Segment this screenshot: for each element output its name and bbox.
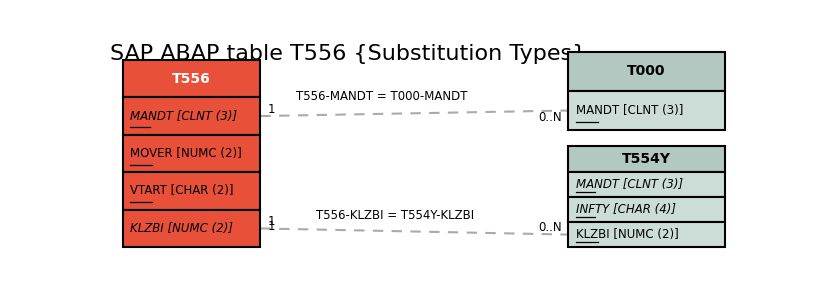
Text: T556-KLZBI = T554Y-KLZBI: T556-KLZBI = T554Y-KLZBI: [316, 209, 474, 222]
Text: 1: 1: [268, 219, 275, 233]
Text: T000: T000: [628, 64, 666, 78]
Text: 1: 1: [268, 102, 275, 116]
Bar: [568, 222, 725, 247]
Text: INFTY [CHAR (4)]: INFTY [CHAR (4)]: [576, 203, 676, 216]
Bar: [122, 172, 261, 210]
Text: 0..N: 0..N: [538, 221, 562, 234]
Text: KLZBI [NUMC (2)]: KLZBI [NUMC (2)]: [131, 222, 233, 235]
Text: T554Y: T554Y: [622, 152, 671, 166]
Text: KLZBI [NUMC (2)]: KLZBI [NUMC (2)]: [576, 228, 678, 241]
Text: T556: T556: [172, 72, 211, 86]
Bar: [122, 60, 261, 97]
Text: MANDT [CLNT (3)]: MANDT [CLNT (3)]: [576, 178, 683, 191]
Bar: [122, 210, 261, 247]
Bar: [568, 172, 725, 197]
Text: T556-MANDT = T000-MANDT: T556-MANDT = T000-MANDT: [296, 90, 468, 103]
Text: 1: 1: [268, 215, 275, 228]
Bar: [122, 97, 261, 135]
Text: 0..N: 0..N: [538, 111, 562, 124]
Text: MANDT [CLNT (3)]: MANDT [CLNT (3)]: [131, 109, 237, 123]
Bar: [568, 197, 725, 222]
Bar: [568, 91, 725, 130]
Text: MOVER [NUMC (2)]: MOVER [NUMC (2)]: [131, 147, 242, 160]
Text: SAP ABAP table T556 {Substitution Types}: SAP ABAP table T556 {Substitution Types}: [110, 43, 586, 64]
Bar: [568, 52, 725, 91]
Bar: [122, 135, 261, 172]
Text: VTART [CHAR (2)]: VTART [CHAR (2)]: [131, 185, 234, 198]
Text: MANDT [CLNT (3)]: MANDT [CLNT (3)]: [576, 104, 683, 117]
Bar: [568, 147, 725, 172]
